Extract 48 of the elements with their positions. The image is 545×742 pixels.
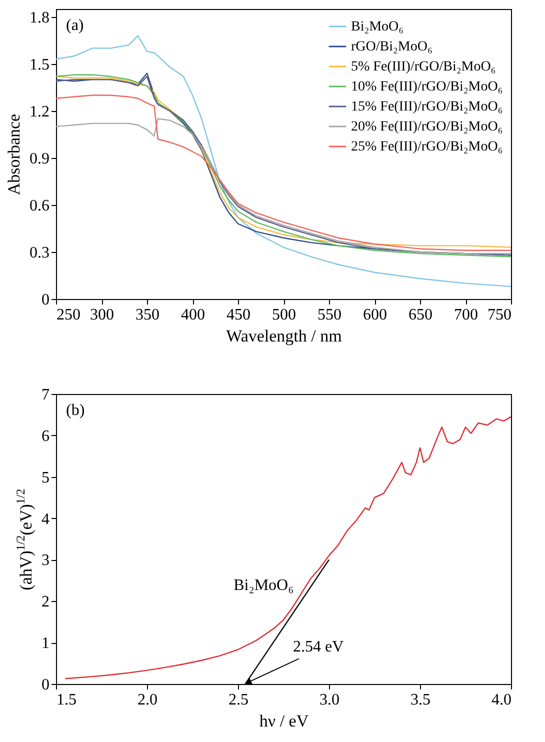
legend-label: 20% Fe(III)/rGO/Bi₂MoO₆ <box>351 120 503 134</box>
legend-label: rGO/Bi₂MoO₆ <box>351 40 432 54</box>
y-tick-label: 1 <box>42 635 50 652</box>
legend-label: Bi₂MoO₆ <box>351 20 404 34</box>
x-tick-label: 350 <box>136 306 160 324</box>
y-axis-title: Absorbance <box>4 114 24 196</box>
line-series <box>56 35 511 288</box>
y-tick-label: 0.6 <box>30 197 50 214</box>
legend-label: 5% Fe(III)/rGO/Bi₂MoO₆ <box>351 60 496 74</box>
x-tick-label: 500 <box>272 306 296 324</box>
y-tick-label: 4 <box>42 510 50 528</box>
legend-label: 15% Fe(III)/rGO/Bi₂MoO₆ <box>351 100 503 114</box>
annotation: (b) <box>66 402 85 419</box>
x-tick-label: 700 <box>454 306 478 324</box>
y-tick-label: 0.3 <box>30 244 50 262</box>
y-tick-label: 7 <box>42 386 50 404</box>
x-tick-label: 550 <box>318 306 342 324</box>
x-tick-label: 3.0 <box>320 692 340 708</box>
x-tick-label: 4.0 <box>492 692 512 708</box>
x-tick-label: 3.5 <box>410 692 430 708</box>
line-series <box>56 118 511 254</box>
y-tick-label: 2 <box>42 594 50 611</box>
x-axis-title: Wavelength / nm <box>226 326 342 346</box>
annotation: 2.54 eV <box>292 638 344 656</box>
y-tick-label: 3 <box>42 552 50 570</box>
y-tick-label: 1.2 <box>30 103 50 120</box>
x-tick-label: 2.0 <box>138 692 158 708</box>
legend-label: 10% Fe(III)/rGO/Bi₂MoO₆ <box>351 80 503 94</box>
x-tick-label: 450 <box>226 306 250 324</box>
y-tick-label: 0 <box>42 676 50 694</box>
y-tick-label: 0.9 <box>30 150 50 168</box>
x-tick-label: 750 <box>488 306 512 324</box>
legend-label: 25% Fe(III)/rGO/Bi₂MoO₆ <box>351 140 503 154</box>
x-tick-label: 650 <box>408 306 432 324</box>
y-tick-label: 1.5 <box>30 56 50 74</box>
y-tick-label: 1.8 <box>30 9 50 26</box>
x-tick-label: 600 <box>363 306 387 324</box>
x-tick-label: 1.5 <box>56 692 76 708</box>
y-tick-label: 0 <box>42 292 50 308</box>
x-tick-label: 250 <box>56 306 80 324</box>
x-axis-title: hν / eV <box>259 712 310 730</box>
y-tick-label: 6 <box>42 428 50 445</box>
x-tick-label: 300 <box>90 306 114 324</box>
y-tick-label: 5 <box>42 469 50 486</box>
x-tick-label: 2.5 <box>228 692 248 708</box>
annotation: (a) <box>66 17 84 34</box>
series-label: Bi₂MoO₆ <box>234 576 294 594</box>
x-tick-label: 400 <box>181 306 205 324</box>
